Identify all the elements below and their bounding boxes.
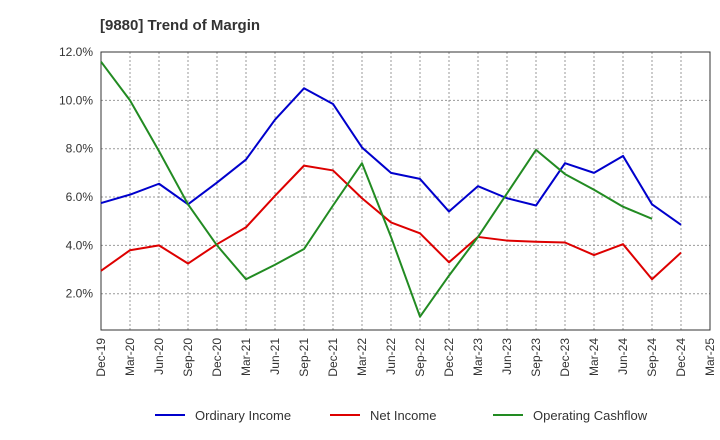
x-tick-label: Jun-23 xyxy=(500,338,514,375)
x-tick-label: Mar-22 xyxy=(355,338,369,376)
x-tick-label: Mar-23 xyxy=(471,338,485,376)
legend: Ordinary Income Net Income Operating Cashf… xyxy=(155,408,648,423)
legend-label: Ordinary Income xyxy=(195,408,291,423)
series-ordinary-income xyxy=(100,87,682,226)
x-tick-label: Mar-25 xyxy=(703,338,717,376)
grid xyxy=(100,51,711,330)
x-tick-label: Sep-22 xyxy=(413,338,427,377)
plot-area xyxy=(100,51,711,331)
legend-item: Operating Cashflow xyxy=(493,408,648,423)
x-axis: Dec-19 Mar-20 Jun-20 Sep-20 Dec-20 Mar-21 Jun-… xyxy=(94,338,717,377)
chart-title: [9880] Trend of Margin xyxy=(100,17,260,34)
x-tick-label: Sep-20 xyxy=(181,338,195,377)
series-line xyxy=(100,61,653,318)
y-axis: 2.0% 4.0% 6.0% 8.0% 10.0% 12.0% xyxy=(59,45,93,301)
legend-label: Operating Cashflow xyxy=(533,408,648,423)
x-tick-label: Mar-20 xyxy=(123,338,137,376)
x-tick-label: Jun-21 xyxy=(268,338,282,375)
x-tick-label: Sep-21 xyxy=(297,338,311,377)
x-tick-label: Mar-21 xyxy=(239,338,253,376)
y-tick-label: 8.0% xyxy=(66,142,94,156)
y-tick-label: 2.0% xyxy=(66,287,94,301)
series-lines xyxy=(100,61,682,318)
x-tick-label: Dec-23 xyxy=(558,338,572,377)
x-tick-label: Dec-21 xyxy=(326,338,340,377)
y-tick-label: 4.0% xyxy=(66,238,94,252)
x-tick-label: Sep-24 xyxy=(645,338,659,377)
x-tick-label: Dec-24 xyxy=(674,338,688,377)
y-tick-label: 10.0% xyxy=(59,93,93,107)
series-line xyxy=(100,164,682,281)
legend-item: Ordinary Income xyxy=(155,408,291,423)
x-tick-label: Mar-24 xyxy=(587,338,601,376)
x-tick-label: Jun-24 xyxy=(616,338,630,375)
y-tick-label: 12.0% xyxy=(59,45,93,59)
x-tick-label: Dec-22 xyxy=(442,338,456,377)
series-line xyxy=(100,87,682,226)
x-tick-label: Dec-19 xyxy=(94,338,108,377)
x-tick-label: Jun-20 xyxy=(152,338,166,375)
legend-label: Net Income xyxy=(370,408,436,423)
x-tick-label: Dec-20 xyxy=(210,338,224,377)
series-net-income xyxy=(100,164,682,281)
y-tick-label: 6.0% xyxy=(66,190,94,204)
x-tick-label: Sep-23 xyxy=(529,338,543,377)
x-tick-label: Jun-22 xyxy=(384,338,398,375)
legend-item: Net Income xyxy=(330,408,436,423)
series-operating-cashflow xyxy=(100,61,653,318)
